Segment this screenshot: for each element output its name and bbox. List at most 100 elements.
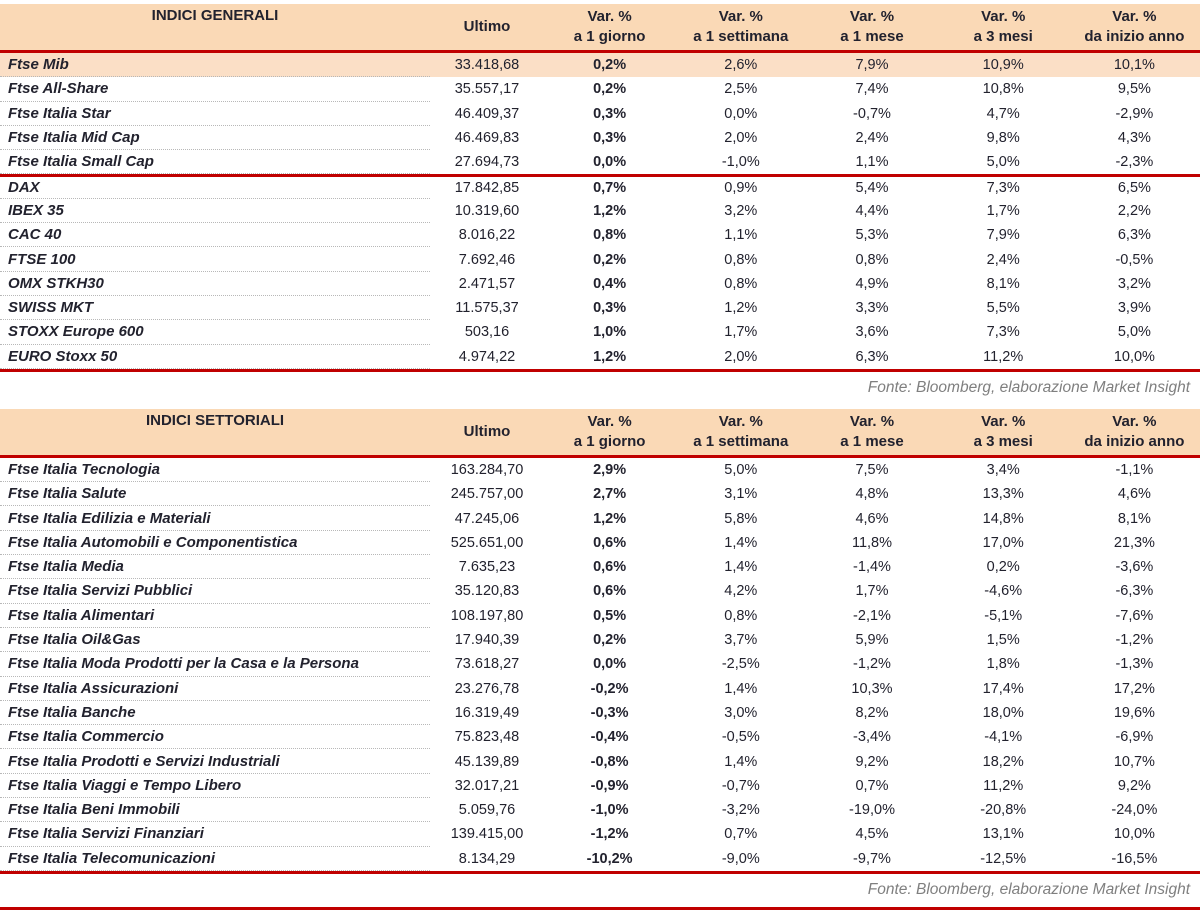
var-value: 1,2% [724,300,758,317]
var-value: 0,8% [724,251,758,268]
table-row: Ftse Italia Moda Prodotti per la Casa e … [0,652,1200,677]
var-value: 1,1% [855,154,889,171]
var-value: 4,5% [855,826,889,843]
var-value: 0,8% [855,251,889,268]
ultimo-value: 5.059,76 [458,802,516,819]
ultimo-value: 45.139,89 [454,753,520,770]
column-header-var: Var. % da inizio anno [1084,412,1185,450]
var-value: 2,9% [593,462,627,478]
var-value: 5,0% [986,154,1020,171]
column-header-var: Var. % a 1 mese [840,412,904,450]
var-value: 1,1% [724,227,758,244]
var-value: 17,0% [982,534,1024,551]
var-value: 2,0% [724,130,758,147]
var-value: 5,5% [986,300,1020,317]
var-value: 9,2% [855,753,889,770]
index-name: Ftse Italia Assicurazioni [0,677,430,701]
var-value: 1,2% [593,202,627,219]
var-value: 5,0% [724,462,758,478]
var-value: 6,3% [1117,227,1151,244]
table-row: Ftse Italia Telecomunicazioni 8.134,29 -10… [0,847,1200,871]
index-name: Ftse Italia Oil&Gas [0,628,430,653]
index-name: Ftse Italia Commercio [0,725,430,750]
var-value: 14,8% [982,510,1024,527]
var-value: -6,9% [1115,729,1154,746]
var-value: 4,3% [1117,130,1151,147]
var-value: 3,0% [724,704,758,721]
var-value: 4,9% [855,275,889,292]
ultimo-value: 8.016,22 [458,227,516,244]
var-value: 0,8% [724,607,758,624]
var-value: 9,5% [1117,81,1151,98]
var-value: -0,9% [590,777,629,794]
table-row: Ftse Italia Automobili e Componentistica… [0,531,1200,556]
index-name: Ftse Italia Tecnologia [0,458,430,483]
column-header-var: Var. % a 1 giorno [573,412,646,450]
index-name: Ftse Italia Small Cap [0,150,430,175]
var-value: 5,4% [855,180,889,197]
ultimo-value: 32.017,21 [454,777,520,794]
ultimo-value: 27.694,73 [454,154,520,171]
var-value: -20,8% [980,802,1027,819]
table-row: Ftse Italia Beni Immobili 5.059,76 -1,0% -3… [0,798,1200,823]
ultimo-value: 17.842,85 [454,180,520,197]
ultimo-value: 525.651,00 [450,534,524,551]
index-name: FTSE 100 [0,247,430,272]
var-value: 0,7% [593,180,627,197]
ultimo-value: 2.471,57 [458,275,516,292]
ultimo-value: 10.319,60 [454,202,520,219]
var-value: 6,3% [855,348,889,365]
ultimo-value: 16.319,49 [454,704,520,721]
var-value: 4,6% [1117,486,1151,503]
table-row: Ftse Italia Banche 16.319,49 -0,3% 3,0% 8,2%… [0,701,1200,726]
table-row: Ftse Italia Tecnologia 163.284,70 2,9% 5,0%… [0,458,1200,483]
var-value: 0,9% [724,180,758,197]
index-name: IBEX 35 [0,199,430,224]
index-name: Ftse Italia Beni Immobili [0,798,430,823]
var-value: -1,2% [590,826,629,843]
var-value: -1,0% [721,154,760,171]
var-value: 5,3% [855,227,889,244]
var-value: 0,2% [593,251,627,268]
var-value: 1,7% [986,202,1020,219]
table-row: Ftse Italia Commercio 75.823,48 -0,4% -0,5%… [0,725,1200,750]
table-row: CAC 40 8.016,22 0,8% 1,1% 5,3% 7,9% 6,3% [0,223,1200,248]
table-row: Ftse Italia Prodotti e Servizi Industria… [0,749,1200,774]
index-name: Ftse Italia Viaggi e Tempo Libero [0,774,430,799]
var-value: 7,4% [855,81,889,98]
indici-settoriali-table: INDICI SETTORIALI Ultimo Var. % a 1 giorno V… [0,408,1200,874]
var-value: 19,6% [1113,704,1155,721]
var-value: -2,5% [721,656,760,673]
index-name: Ftse Italia Star [0,102,430,126]
var-value: 0,6% [593,583,627,600]
var-value: 3,7% [724,632,758,649]
ultimo-value: 17.940,39 [454,632,520,649]
var-value: -7,6% [1115,607,1154,624]
var-value: -0,5% [721,729,760,746]
table-header-row: INDICI SETTORIALI Ultimo Var. % a 1 giorno V… [0,408,1200,458]
var-value: 17,4% [982,680,1024,697]
var-value: -9,7% [853,850,891,867]
var-value: -2,3% [1115,154,1154,171]
var-value: 10,7% [1113,753,1155,770]
var-value: 10,9% [982,57,1024,74]
var-value: -0,5% [1115,251,1154,268]
ultimo-value: 73.618,27 [454,656,520,673]
var-value: 4,7% [986,105,1020,122]
var-value: 2,7% [593,486,627,503]
table-row: Ftse Italia Servizi Pubblici 35.120,83 0,6… [0,579,1200,604]
column-header-var: Var. % da inizio anno [1084,7,1185,45]
var-value: -0,7% [721,777,760,794]
index-name: Ftse All-Share [0,77,430,102]
var-value: 0,7% [724,826,758,843]
ultimo-value: 7.692,46 [458,251,516,268]
index-name: Ftse Italia Banche [0,701,430,726]
var-value: 7,5% [855,462,889,478]
index-name: Ftse Italia Salute [0,482,430,507]
var-value: 8,1% [1117,510,1151,527]
table-row: STOXX Europe 600 503,16 1,0% 1,7% 3,6% 7,3% 5,… [0,320,1200,345]
index-name: Ftse Italia Alimentari [0,604,430,628]
var-value: 1,4% [724,680,758,697]
var-value: -1,0% [590,802,629,819]
